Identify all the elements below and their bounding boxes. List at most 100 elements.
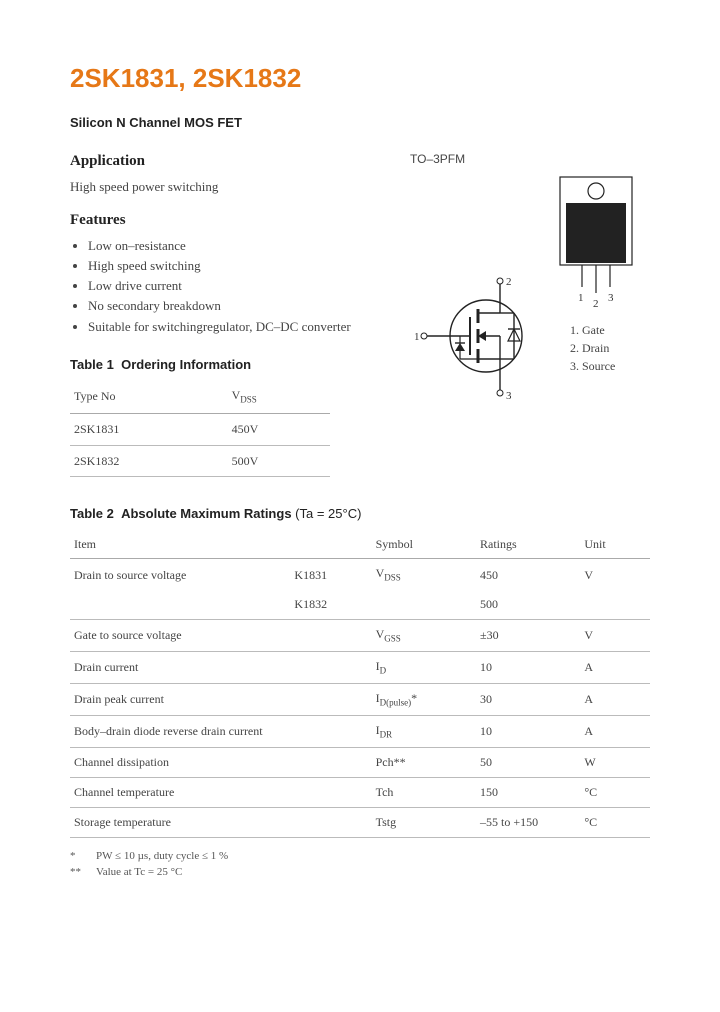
cell-rating: 500 [476, 590, 580, 619]
cell-symbol: VDSS [372, 559, 476, 590]
table-row: Drain to source voltage K1831 VDSS 450 V [70, 559, 650, 590]
cell-symbol: Tch [372, 777, 476, 807]
table-row: 2SK1832 500V [70, 445, 330, 477]
cell-unit: V [580, 559, 650, 590]
cell-rating: 10 [476, 716, 580, 748]
footnote-2: **Value at Tc = 25 °C [70, 864, 650, 881]
fn2-sym: ** [70, 864, 96, 881]
table-header-row: Item Symbol Ratings Unit [70, 530, 650, 559]
cell-symbol: Pch** [372, 748, 476, 778]
table2-caption-bold: Table 2 [70, 506, 114, 521]
table-row: Storage temperature Tstg –55 to +150 °C [70, 807, 650, 837]
sym-sub: DR [380, 730, 393, 740]
table-row: Channel temperature Tch 150 °C [70, 777, 650, 807]
cell-rating: 450 [476, 559, 580, 590]
table1-caption: Table 1 Ordering Information [70, 356, 390, 374]
features-list: Low on–resistance High speed switching L… [70, 237, 390, 336]
cell-item: Drain to source voltage [70, 559, 290, 590]
cell-item: Channel temperature [70, 777, 372, 807]
svg-text:1: 1 [578, 292, 584, 304]
cell-symbol [372, 590, 476, 619]
cell-unit [580, 590, 650, 619]
cell-sub: K1831 [290, 559, 371, 590]
cell-rating: ±30 [476, 620, 580, 652]
table2-caption-cond: (Ta = 25°C) [295, 506, 361, 521]
table1-caption-rest: Ordering Information [121, 357, 251, 372]
left-column: Application High speed power switching F… [70, 151, 390, 478]
pin-3: 3. Source [570, 357, 615, 375]
svg-text:3: 3 [608, 292, 614, 304]
cell-rating: 50 [476, 748, 580, 778]
two-column-layout: Application High speed power switching F… [70, 151, 650, 478]
footnote-1: *PW ≤ 10 µs, duty cycle ≤ 1 % [70, 848, 650, 865]
cell-item: Channel dissipation [70, 748, 372, 778]
vdss-sub: DSS [240, 394, 257, 404]
cell-unit: °C [580, 807, 650, 837]
pin-1: 1. Gate [570, 321, 615, 339]
cell-unit: A [580, 652, 650, 684]
cell-unit: A [580, 684, 650, 716]
features-heading: Features [70, 210, 390, 231]
subtitle: Silicon N Channel MOS FET [70, 114, 650, 132]
cell-symbol: ID [372, 652, 476, 684]
cell-symbol: ID(pulse)* [372, 684, 476, 716]
cell-symbol: VGSS [372, 620, 476, 652]
right-column: TO–3PFM 1 2 3 [390, 151, 650, 478]
col-item: Item [70, 530, 372, 559]
cell-rating: 150 [476, 777, 580, 807]
sym-star: * [411, 691, 417, 705]
feature-item: High speed switching [88, 257, 390, 275]
table-row: Drain current ID 10 A [70, 652, 650, 684]
cell-symbol: Tstg [372, 807, 476, 837]
feature-item: No secondary breakdown [88, 297, 390, 315]
col-vdss: VDSS [228, 380, 330, 413]
cell-sub: K1832 [290, 590, 371, 619]
cell-unit: °C [580, 777, 650, 807]
svg-text:1: 1 [414, 331, 420, 343]
cell-rating: 30 [476, 684, 580, 716]
footnotes: *PW ≤ 10 µs, duty cycle ≤ 1 % **Value at… [70, 848, 650, 881]
cell-item [70, 590, 290, 619]
cell-item: Drain peak current [70, 684, 372, 716]
col-ratings: Ratings [476, 530, 580, 559]
table-row: Gate to source voltage VGSS ±30 V [70, 620, 650, 652]
table2-caption: Table 2 Absolute Maximum Ratings (Ta = 2… [70, 505, 650, 523]
sym-sub: D(pulse) [380, 698, 412, 708]
cell-unit: A [580, 716, 650, 748]
table-row: 2SK1831 450V [70, 413, 330, 445]
svg-text:2: 2 [593, 298, 599, 310]
table-row: Body–drain diode reverse drain current I… [70, 716, 650, 748]
cell-item: Storage temperature [70, 807, 372, 837]
application-text: High speed power switching [70, 178, 390, 196]
table-row: K1832 500 [70, 590, 650, 619]
abs-max-ratings-table: Item Symbol Ratings Unit Drain to source… [70, 530, 650, 838]
sym: V [376, 627, 385, 641]
fn1-text: PW ≤ 10 µs, duty cycle ≤ 1 % [96, 850, 228, 862]
cell-item: Drain current [70, 652, 372, 684]
cell-type: 2SK1831 [70, 413, 228, 445]
cell-unit: V [580, 620, 650, 652]
col-unit: Unit [580, 530, 650, 559]
cell-vdss: 500V [228, 445, 330, 477]
cell-rating: 10 [476, 652, 580, 684]
table-header-row: Type No VDSS [70, 380, 330, 413]
package-diagram: 1 2 3 2 3 [410, 171, 650, 431]
vdss-v: V [232, 388, 241, 402]
feature-item: Low drive current [88, 277, 390, 295]
fn2-text: Value at Tc = 25 °C [96, 866, 182, 878]
ordering-info-table: Type No VDSS 2SK1831 450V 2SK1832 500V [70, 380, 330, 478]
sym: V [376, 566, 385, 580]
svg-text:3: 3 [506, 390, 512, 402]
cell-unit: W [580, 748, 650, 778]
cell-type: 2SK1832 [70, 445, 228, 477]
col-type-no: Type No [70, 380, 228, 413]
cell-symbol: IDR [372, 716, 476, 748]
cell-item: Gate to source voltage [70, 620, 372, 652]
feature-item: Low on–resistance [88, 237, 390, 255]
cell-vdss: 450V [228, 413, 330, 445]
feature-item: Suitable for switchingregulator, DC–DC c… [88, 318, 390, 336]
pin-legend: 1. Gate 2. Drain 3. Source [570, 321, 615, 375]
table2-caption-rest: Absolute Maximum Ratings [121, 506, 291, 521]
package-svg: 1 2 3 2 3 [410, 171, 670, 431]
sym-sub: GSS [384, 634, 401, 644]
